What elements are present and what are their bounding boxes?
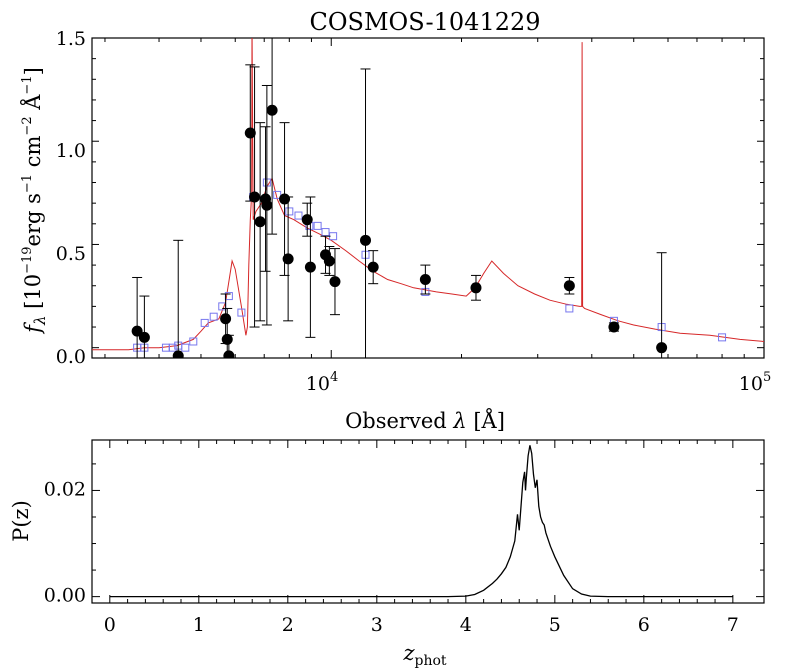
sed-ytick-label-0p5: 0.5 xyxy=(56,243,86,265)
pz-line xyxy=(109,445,733,598)
model-point xyxy=(321,228,330,237)
pz-panel: 0 1 2 3 4 5 6 7 0.00 0.02 P(z) zphot xyxy=(9,439,765,669)
observed-point-group xyxy=(244,64,256,202)
model-point xyxy=(200,318,209,327)
sed-plot-area xyxy=(92,38,764,358)
observed-point-group xyxy=(329,248,341,316)
observed-point-group xyxy=(172,239,184,358)
sed-frame xyxy=(91,37,765,359)
model-point xyxy=(237,308,246,317)
pz-frame xyxy=(91,439,765,604)
model-point xyxy=(565,304,574,313)
observed-point-group xyxy=(260,126,272,272)
model-point xyxy=(285,207,294,216)
pz-ytick-label: 0.00 xyxy=(44,585,86,607)
observed-point xyxy=(360,234,372,246)
model-point xyxy=(168,343,177,352)
sed-observed-layer xyxy=(131,38,668,358)
observed-point xyxy=(223,350,235,358)
pz-y-axis-label: P(z) xyxy=(9,500,33,542)
pz-xtick-label: 3 xyxy=(371,614,383,636)
observed-point xyxy=(220,313,232,325)
observed-point-group xyxy=(138,295,150,358)
sed-xtick-label-1e5: 105 xyxy=(739,370,771,395)
sed-panel: COSMOS-1041229 104 105 0.0 0.5 1.0 1.5 O… xyxy=(20,8,771,433)
observed-point xyxy=(301,214,313,226)
model-point xyxy=(273,190,282,199)
sed-ytick-label-0: 0.0 xyxy=(56,346,86,368)
sed-ytick-label-1: 1.0 xyxy=(56,140,86,162)
sed-xtick-label-1e4: 104 xyxy=(306,370,338,395)
observed-point xyxy=(323,255,335,267)
sed-template-layer xyxy=(92,38,764,351)
pz-x-axis: 0 1 2 3 4 5 6 7 xyxy=(104,440,739,636)
sed-x-axis: 104 105 xyxy=(104,38,771,395)
observed-point xyxy=(254,216,266,228)
observed-point-group xyxy=(367,250,379,285)
observed-point-group xyxy=(223,334,235,358)
model-point xyxy=(329,232,338,241)
observed-point-group xyxy=(131,276,143,358)
observed-point xyxy=(329,276,341,288)
observed-point-group xyxy=(419,264,431,295)
observed-point-group xyxy=(656,252,668,358)
pz-xtick-label: 5 xyxy=(549,614,561,636)
model-point xyxy=(718,333,727,342)
observed-point-group xyxy=(563,276,575,295)
sed-y-axis-label: fλ [10−19erg s−1 cm−2 Å−1] xyxy=(20,67,49,335)
observed-point-group xyxy=(301,202,313,237)
pz-curve-layer xyxy=(109,445,733,598)
observed-point-group xyxy=(254,122,266,322)
observed-point-group xyxy=(608,321,620,333)
observed-point-group xyxy=(360,68,372,358)
observed-point-group xyxy=(266,38,278,235)
model-point xyxy=(161,343,170,352)
pz-xtick-label: 0 xyxy=(104,614,116,636)
observed-point xyxy=(261,199,273,211)
pz-y-axis: 0.00 0.02 xyxy=(44,463,764,607)
pz-xtick-label: 1 xyxy=(193,614,205,636)
observed-point xyxy=(266,104,278,116)
observed-point-group xyxy=(279,122,291,276)
observed-point xyxy=(656,342,668,354)
observed-point-group xyxy=(261,84,273,326)
observed-point xyxy=(470,282,482,294)
template-line xyxy=(92,38,764,351)
pz-xtick-label: 4 xyxy=(460,614,472,636)
sed-x-axis-label: Observed λ [Å] xyxy=(345,408,505,433)
observed-point xyxy=(138,331,150,343)
observed-point xyxy=(279,193,291,205)
model-point xyxy=(209,312,218,321)
pz-xtick-label: 2 xyxy=(282,614,294,636)
observed-point xyxy=(172,350,184,358)
observed-point-group xyxy=(249,66,261,328)
observed-point xyxy=(304,261,316,273)
observed-point xyxy=(367,261,379,273)
observed-point xyxy=(249,191,261,203)
observed-point xyxy=(419,274,431,286)
observed-point xyxy=(131,325,143,337)
model-point xyxy=(189,337,198,346)
pz-xtick-label: 6 xyxy=(638,614,650,636)
observed-point xyxy=(282,253,294,265)
observed-point xyxy=(608,321,620,333)
pz-xtick-label: 7 xyxy=(727,614,739,636)
model-point xyxy=(294,211,303,220)
observed-point-group xyxy=(221,307,233,358)
observed-point xyxy=(221,333,233,345)
observed-point-group xyxy=(470,274,482,301)
sed-y-axis: 0.0 0.5 1.0 1.5 xyxy=(56,28,764,368)
observed-point-group xyxy=(282,196,294,322)
model-point xyxy=(181,343,190,352)
pz-ytick-label: 0.02 xyxy=(44,478,86,500)
sed-ytick-label-1p5: 1.5 xyxy=(56,28,86,50)
sed-title: COSMOS-1041229 xyxy=(309,8,540,36)
observed-point-group xyxy=(304,196,316,338)
observed-point-group xyxy=(323,246,335,276)
observed-point xyxy=(563,280,575,292)
observed-point xyxy=(244,127,256,139)
model-point xyxy=(313,221,322,230)
pz-x-axis-label: zphot xyxy=(402,641,446,669)
